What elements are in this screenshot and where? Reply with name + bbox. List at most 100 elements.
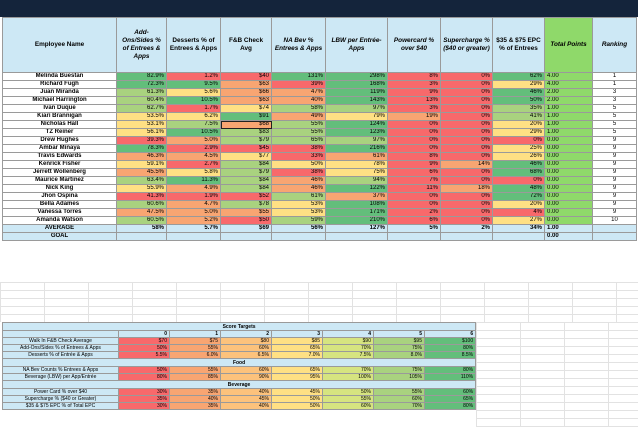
addons-cell[interactable]: 39.3% xyxy=(116,136,167,145)
supercharge-cell[interactable]: 0% xyxy=(440,112,493,121)
total-points-cell[interactable]: 0.00 xyxy=(544,152,593,161)
avg-lbw[interactable]: 127% xyxy=(325,224,388,233)
score-target-value[interactable]: 35% xyxy=(169,402,221,410)
goal-points[interactable]: 0.00 xyxy=(544,232,593,241)
nabev-cell[interactable]: 55% xyxy=(271,120,326,129)
supercharge-cell[interactable]: 0% xyxy=(440,216,493,225)
goal-supercharge[interactable] xyxy=(440,232,493,241)
supercharge-cell[interactable]: 0% xyxy=(440,208,493,217)
score-target-value[interactable]: 55% xyxy=(169,344,221,352)
employee-name-cell[interactable]: Drew Hughes xyxy=(2,136,117,145)
avg-nabev[interactable]: 56% xyxy=(271,224,326,233)
ranking-cell[interactable]: 9 xyxy=(592,200,637,209)
addons-cell[interactable]: 55.9% xyxy=(116,184,167,193)
powercard-cell[interactable]: 0% xyxy=(387,200,441,209)
score-target-value[interactable]: 50% xyxy=(118,366,170,374)
score-target-value[interactable]: 85% xyxy=(169,373,221,381)
desserts-cell[interactable]: 1.2% xyxy=(166,72,221,81)
score-target-value[interactable]: 30% xyxy=(118,388,170,396)
powercard-cell[interactable]: 3% xyxy=(387,80,441,89)
fb-cell[interactable]: $77 xyxy=(220,152,272,161)
score-target-label[interactable]: Supercharge % ($40 or Greater) xyxy=(2,395,119,403)
score-target-value[interactable]: $80 xyxy=(220,337,272,345)
nabev-cell[interactable]: 61% xyxy=(271,192,326,201)
supercharge-cell[interactable]: 14% xyxy=(440,160,493,169)
desserts-cell[interactable]: 5.0% xyxy=(166,208,221,217)
score-target-label[interactable]: NA Bev Counts % Entrees & Apps xyxy=(2,366,119,374)
score-target-label[interactable]: Add-Ons/Sides % of Entrees & Apps xyxy=(2,344,119,352)
supercharge-cell[interactable]: 0% xyxy=(440,200,493,209)
ranking-cell[interactable]: 1 xyxy=(592,80,637,89)
fb-cell[interactable]: $84 xyxy=(220,176,272,185)
score-target-value[interactable]: 60% xyxy=(220,366,272,374)
desserts-cell[interactable]: 4.5% xyxy=(166,152,221,161)
employee-name-cell[interactable]: Richard Fugh xyxy=(2,80,117,89)
score-target-value[interactable]: 75% xyxy=(373,366,425,374)
employee-name-cell[interactable]: Juan Miranda xyxy=(2,88,117,97)
col-header-lbw[interactable]: LBW per Entrée-Apps xyxy=(325,17,388,73)
score-target-value[interactable]: $95 xyxy=(373,337,425,345)
powercard-cell[interactable]: 0% xyxy=(387,144,441,153)
score-target-value[interactable]: 65% xyxy=(271,366,323,374)
total-points-cell[interactable]: 2.00 xyxy=(544,88,593,97)
employee-name-cell[interactable]: Bella Adames xyxy=(2,200,117,209)
fb-cell[interactable]: $66 xyxy=(220,88,272,97)
powercard-cell[interactable]: 9% xyxy=(387,160,441,169)
score-target-value[interactable]: 50% xyxy=(322,388,374,396)
goal-addons[interactable] xyxy=(116,232,167,241)
supercharge-cell[interactable]: 0% xyxy=(440,88,493,97)
score-target-value[interactable]: 45% xyxy=(220,395,272,403)
nabev-cell[interactable]: 53% xyxy=(271,200,326,209)
total-points-cell[interactable]: 4.00 xyxy=(544,72,593,81)
epc-cell[interactable]: 29% xyxy=(492,80,545,89)
avg-desserts[interactable]: 5.7% xyxy=(166,224,221,233)
fb-cell[interactable]: $79 xyxy=(220,136,272,145)
desserts-cell[interactable]: 9.5% xyxy=(166,80,221,89)
employee-name-cell[interactable]: Melinda Buestan xyxy=(2,72,117,81)
score-target-label[interactable]: Desserts % of Entrée & Apps xyxy=(2,351,119,359)
nabev-cell[interactable]: 39% xyxy=(271,80,326,89)
fb-cell[interactable]: $78 xyxy=(220,200,272,209)
score-target-value[interactable]: $100 xyxy=(423,337,477,345)
addons-cell[interactable]: 61.3% xyxy=(116,88,167,97)
desserts-cell[interactable]: 2.9% xyxy=(166,144,221,153)
epc-cell[interactable]: 50% xyxy=(492,96,545,105)
desserts-cell[interactable]: 1.9% xyxy=(166,192,221,201)
ranking-cell[interactable]: 9 xyxy=(592,184,637,193)
score-target-value[interactable]: 60% xyxy=(220,344,272,352)
col-header-addons[interactable]: Add-Ons/Sides % of Entrees & Apps xyxy=(116,17,167,73)
powercard-cell[interactable]: 19% xyxy=(387,112,441,121)
total-points-cell[interactable]: 0.00 xyxy=(544,176,593,185)
powercard-cell[interactable]: 6% xyxy=(387,168,441,177)
lbw-cell[interactable]: 75% xyxy=(325,168,388,177)
total-points-cell[interactable]: 0.00 xyxy=(544,144,593,153)
avg-supercharge[interactable]: 2% xyxy=(440,224,493,233)
ranking-cell[interactable]: 9 xyxy=(592,136,637,145)
nabev-cell[interactable]: 53% xyxy=(271,208,326,217)
supercharge-cell[interactable]: 0% xyxy=(440,168,493,177)
col-header-na-bev[interactable]: NA Bev % Entrees & Apps xyxy=(271,17,326,73)
desserts-cell[interactable]: 4.9% xyxy=(166,184,221,193)
nabev-cell[interactable]: 50% xyxy=(271,160,326,169)
employee-name-cell[interactable]: Ivan Duque xyxy=(2,104,117,113)
ranking-cell[interactable]: 5 xyxy=(592,104,637,113)
epc-cell[interactable]: 41% xyxy=(492,112,545,121)
score-target-value[interactable]: 35% xyxy=(169,388,221,396)
score-target-value[interactable]: 50% xyxy=(118,344,170,352)
score-target-value[interactable]: 6.5% xyxy=(220,351,272,359)
ranking-cell[interactable]: 9 xyxy=(592,168,637,177)
total-points-cell[interactable]: 0.00 xyxy=(544,136,593,145)
score-target-value[interactable]: 30% xyxy=(118,402,170,410)
fb-cell[interactable]: $91 xyxy=(220,112,272,121)
score-target-value[interactable]: 40% xyxy=(169,395,221,403)
addons-cell[interactable]: 60.5% xyxy=(116,216,167,225)
score-target-value[interactable]: 60% xyxy=(322,402,374,410)
score-target-value[interactable]: 8.5% xyxy=(423,351,477,359)
score-target-value[interactable]: 70% xyxy=(322,344,374,352)
total-points-cell[interactable]: 1.00 xyxy=(544,112,593,121)
score-target-value[interactable]: 6.0% xyxy=(169,351,221,359)
score-target-value[interactable]: 110% xyxy=(423,373,477,381)
score-target-value[interactable]: 7.0% xyxy=(271,351,323,359)
addons-cell[interactable]: 59.1% xyxy=(116,160,167,169)
fb-cell[interactable]: $79 xyxy=(220,168,272,177)
